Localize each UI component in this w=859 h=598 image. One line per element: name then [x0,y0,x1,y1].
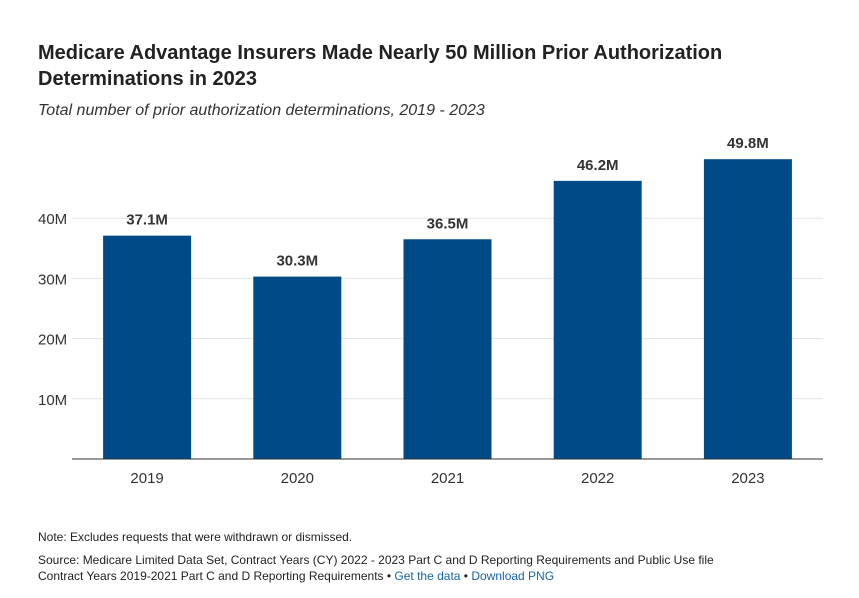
y-tick-label: 30M [38,271,67,288]
bar-value-label: 36.5M [427,215,469,232]
x-tick-label: 2023 [731,470,764,487]
bar-2020 [253,276,342,459]
chart-source: Source: Medicare Limited Data Set, Contr… [38,552,838,584]
y-tick-label: 20M [38,332,67,349]
chart-note: Note: Excludes requests that were withdr… [38,530,353,544]
bar-value-label: 37.1M [126,212,168,229]
bar-2023 [703,159,792,460]
bar-2022 [553,180,642,459]
bar-value-label: 30.3M [276,253,318,270]
y-tick-label: 40M [38,211,67,228]
chart-title: Medicare Advantage Insurers Made Nearly … [38,42,723,90]
source-line-2-text: Contract Years 2019-2021 Part C and D Re… [38,569,384,583]
y-axis-ticks: 10M 20M 30M 40M [38,211,67,409]
separator: • [383,569,395,583]
download-png-link[interactable]: Download PNG [471,569,555,583]
y-tick-label: 10M [38,392,67,409]
source-line-2: Contract Years 2019-2021 Part C and D Re… [38,568,838,584]
bar-2021 [403,239,492,459]
bars [103,159,792,460]
separator: • [460,569,472,583]
x-tick-label: 2022 [581,470,614,487]
source-line-1: Source: Medicare Limited Data Set, Contr… [38,553,714,567]
bar-chart: 37.1M 30.3M 36.5M 46.2M 49.8M 10M 20M 30M 40M 2… [38,135,823,487]
x-tick-label: 2019 [130,470,163,487]
bar-value-labels: 37.1M 30.3M 36.5M 46.2M 49.8M [126,135,769,269]
bar-value-label: 49.8M [727,135,769,152]
x-axis-ticks: 2019 2020 2021 2022 2023 [130,470,764,487]
bar-value-label: 46.2M [577,157,619,174]
get-the-data-link[interactable]: Get the data [394,569,461,583]
x-tick-label: 2021 [431,470,464,487]
x-tick-label: 2020 [281,470,314,487]
bar-2019 [103,235,192,459]
chart-subtitle: Total number of prior authorization dete… [38,102,485,119]
